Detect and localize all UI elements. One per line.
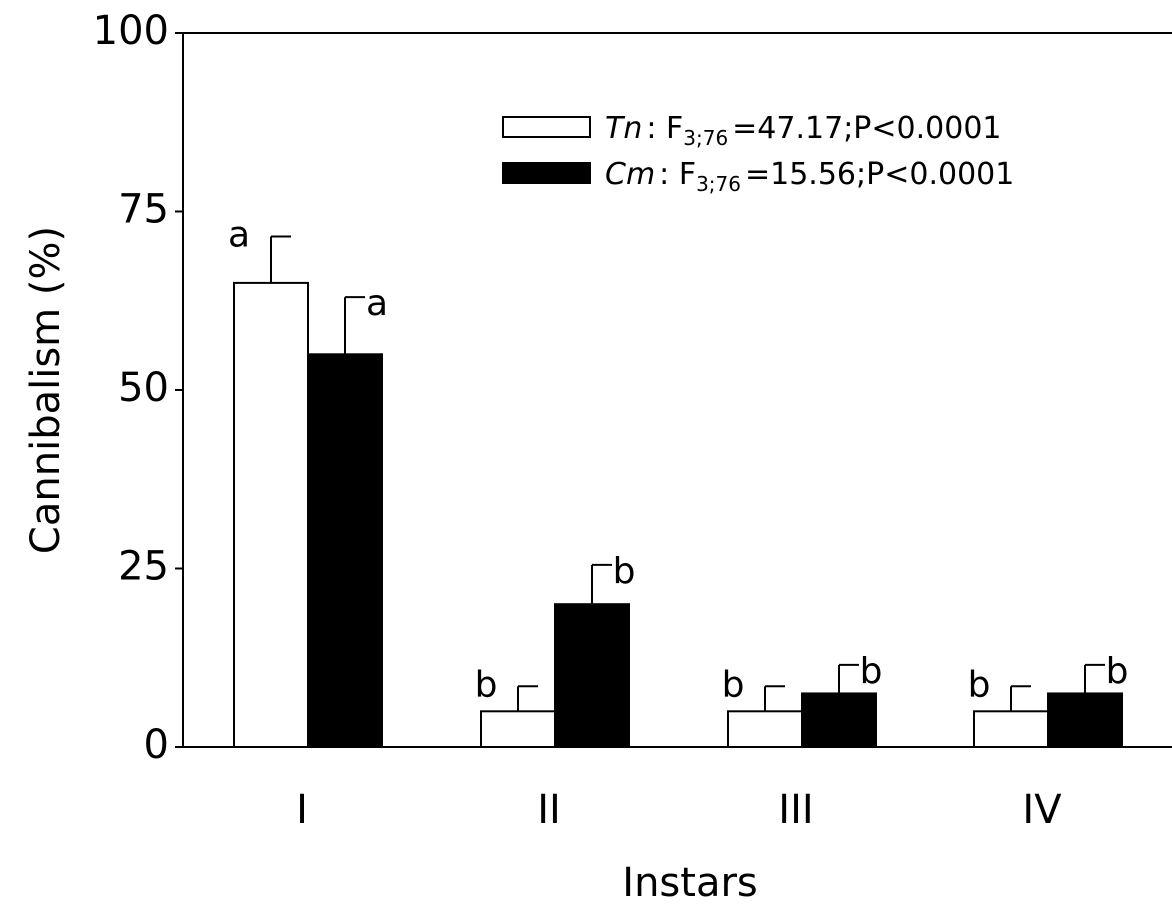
significance-letter: b — [860, 651, 883, 692]
legend-stat-text: =47.17;P<0.0001 — [732, 111, 1001, 146]
bar — [973, 710, 1049, 748]
x-tick-label: I — [296, 787, 308, 833]
legend-entry: Cm: F3;76 =15.56;P<0.0001 — [605, 157, 1014, 196]
y-tick-label: 100 — [93, 8, 169, 54]
significance-letter: b — [722, 664, 745, 705]
legend-name: Tn — [605, 111, 642, 146]
y-tick-label: 50 — [118, 365, 169, 411]
significance-letter: b — [613, 551, 636, 592]
legend-swatch — [502, 162, 591, 184]
x-axis-title: Instars — [622, 860, 757, 906]
significance-letter: a — [228, 214, 250, 255]
x-tick-label: IV — [1022, 787, 1062, 833]
x-tick-label: III — [778, 787, 813, 833]
bar — [727, 710, 803, 748]
x-tick-label: II — [537, 787, 561, 833]
legend-stat-subscript: 3;76 — [683, 126, 728, 150]
legend-name: Cm — [605, 157, 655, 192]
bar — [801, 692, 877, 749]
legend-stat-prefix: : F — [646, 111, 683, 146]
legend-stat-text: =15.56;P<0.0001 — [745, 157, 1014, 192]
significance-letter: b — [475, 664, 498, 705]
bar — [554, 603, 630, 749]
bar — [1047, 692, 1123, 749]
y-tick-label: 75 — [118, 187, 169, 233]
y-axis-title: Cannibalism (%) — [23, 226, 69, 554]
legend-swatch — [502, 116, 591, 138]
y-tick-label: 25 — [118, 544, 169, 590]
y-tick-label: 0 — [144, 722, 169, 768]
significance-letter: b — [1106, 651, 1129, 692]
legend-stat-subscript: 3;76 — [696, 172, 741, 196]
bar — [307, 353, 383, 748]
significance-letter: b — [968, 664, 991, 705]
bar — [480, 710, 556, 748]
legend-stat-prefix: : F — [659, 157, 696, 192]
legend-entry: Tn: F3;76 =47.17;P<0.0001 — [605, 111, 1002, 150]
bar — [233, 281, 309, 748]
significance-letter: a — [366, 283, 388, 324]
